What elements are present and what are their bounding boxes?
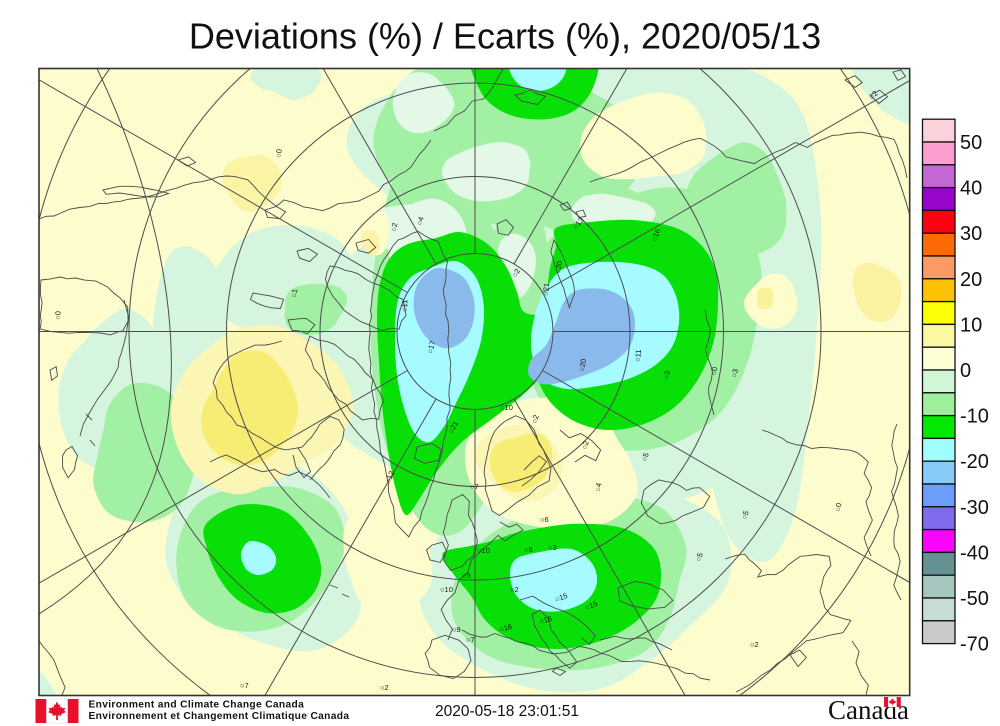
svg-text:○3: ○3: [729, 368, 740, 379]
svg-text:○6: ○6: [540, 515, 549, 524]
svg-text:-10: -10: [960, 406, 989, 428]
svg-text:○5: ○5: [639, 451, 650, 462]
svg-text:○16: ○16: [498, 622, 513, 634]
svg-text:○4: ○4: [593, 482, 603, 492]
svg-text:○16: ○16: [538, 614, 553, 626]
svg-text:○15: ○15: [554, 591, 569, 604]
svg-text:○2: ○2: [529, 413, 540, 424]
svg-text:○17: ○17: [425, 340, 437, 355]
svg-text:20: 20: [960, 269, 982, 291]
svg-text:2020-05-18 23:01:51: 2020-05-18 23:01:51: [435, 703, 579, 720]
svg-text:○9: ○9: [452, 625, 461, 634]
svg-text:○4: ○4: [414, 215, 425, 226]
svg-text:○7: ○7: [466, 635, 475, 644]
svg-text:10: 10: [960, 314, 982, 336]
svg-text:○10: ○10: [500, 403, 513, 412]
svg-text:Environnement et Changement Cl: Environnement et Changement Climatique C…: [89, 711, 350, 722]
svg-text:○21: ○21: [541, 283, 551, 297]
svg-text:○16: ○16: [649, 228, 662, 243]
svg-text:○9: ○9: [462, 571, 471, 580]
svg-text:○5: ○5: [739, 509, 750, 520]
svg-text:-30: -30: [960, 497, 989, 519]
svg-text:○7: ○7: [470, 482, 479, 491]
svg-text:-40: -40: [960, 542, 989, 564]
svg-text:○11: ○11: [400, 299, 409, 312]
svg-text:○2: ○2: [510, 585, 519, 594]
svg-text:30: 30: [960, 223, 982, 245]
svg-text:40: 40: [960, 178, 982, 200]
svg-text:○3: ○3: [661, 370, 672, 381]
svg-text:50: 50: [960, 132, 982, 154]
svg-text:○0: ○0: [833, 502, 843, 512]
svg-text:○2: ○2: [380, 683, 389, 692]
svg-text:-20: -20: [960, 451, 989, 473]
svg-text:○6: ○6: [524, 545, 533, 554]
svg-text:○5: ○5: [693, 551, 704, 562]
svg-text:-70: -70: [960, 634, 989, 656]
svg-text:○20: ○20: [553, 260, 564, 274]
svg-text:Deviations (%) / Ecarts (%), 2: Deviations (%) / Ecarts (%), 2020/05/13: [189, 16, 821, 57]
svg-text:○20: ○20: [577, 358, 588, 372]
svg-text:○2: ○2: [510, 267, 522, 279]
svg-text:○2: ○2: [750, 640, 759, 649]
svg-text:○0: ○0: [709, 366, 719, 376]
svg-text:○1: ○1: [289, 288, 299, 298]
svg-text:-50: -50: [960, 588, 989, 610]
svg-text:Environment and Climate Change: Environment and Climate Change Canada: [89, 699, 305, 710]
svg-text:○11: ○11: [633, 349, 643, 362]
svg-text:○0: ○0: [53, 311, 63, 320]
svg-text:0: 0: [960, 360, 971, 382]
svg-text:○2: ○2: [579, 439, 590, 450]
svg-text:○10: ○10: [477, 546, 490, 555]
svg-text:○3: ○3: [548, 543, 557, 552]
svg-text:○15: ○15: [584, 599, 599, 612]
svg-text:○0: ○0: [274, 149, 284, 158]
svg-text:○7: ○7: [240, 681, 249, 690]
svg-text:○2: ○2: [389, 222, 399, 232]
svg-text:○12: ○12: [383, 470, 396, 485]
svg-text:○10: ○10: [440, 585, 453, 594]
